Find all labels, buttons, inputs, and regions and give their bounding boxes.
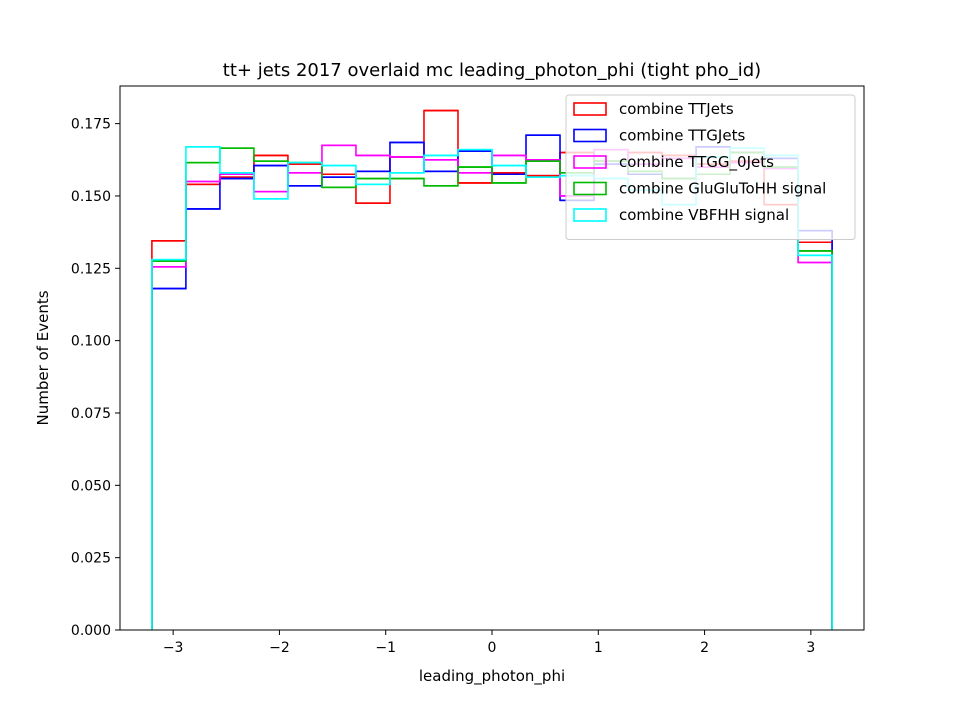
legend-label: combine GluGluToHH signal: [619, 180, 826, 198]
chart-title: tt+ jets 2017 overlaid mc leading_photon…: [223, 60, 761, 81]
legend-label: combine VBFHH signal: [619, 206, 789, 224]
x-tick-label: 3: [806, 640, 815, 656]
y-tick-label: 0.125: [71, 261, 111, 277]
legend: combine TTJets combine TTGJets combine TTG…: [565, 94, 856, 240]
x-tick-label: 0: [488, 640, 497, 656]
legend-swatch: [573, 102, 607, 116]
x-tick-label: −3: [163, 640, 184, 656]
y-tick-label: 0.025: [71, 551, 111, 567]
x-tick-label: −2: [269, 640, 290, 656]
x-axis-label: leading_photon_phi: [419, 667, 565, 686]
y-tick-label: 0.150: [71, 189, 111, 205]
x-tick-label: 1: [594, 640, 603, 656]
legend-swatch: [573, 208, 607, 222]
legend-swatch: [573, 155, 607, 169]
y-tick-label: 0.075: [71, 406, 111, 422]
y-tick-label: 0.050: [71, 478, 111, 494]
y-axis-label: Number of Events: [34, 290, 52, 425]
y-tick-label: 0.175: [71, 117, 111, 133]
y-tick-label: 0.000: [71, 623, 111, 639]
legend-label: combine TTGJets: [619, 127, 745, 145]
x-tick-label: 2: [700, 640, 709, 656]
x-axis: −3 −2 −1 0 1 2 3: [163, 630, 815, 656]
legend-swatch: [573, 128, 607, 143]
legend-label: combine TTJets: [619, 100, 734, 118]
x-tick-label: −1: [375, 640, 396, 656]
y-axis: 0.000 0.025 0.050 0.075 0.100 0.125 0.150 0.175: [71, 117, 120, 639]
legend-label: combine TTGG_0Jets: [619, 153, 774, 172]
y-tick-label: 0.100: [71, 334, 111, 350]
legend-swatch: [573, 181, 607, 196]
legend-box: [565, 94, 856, 240]
